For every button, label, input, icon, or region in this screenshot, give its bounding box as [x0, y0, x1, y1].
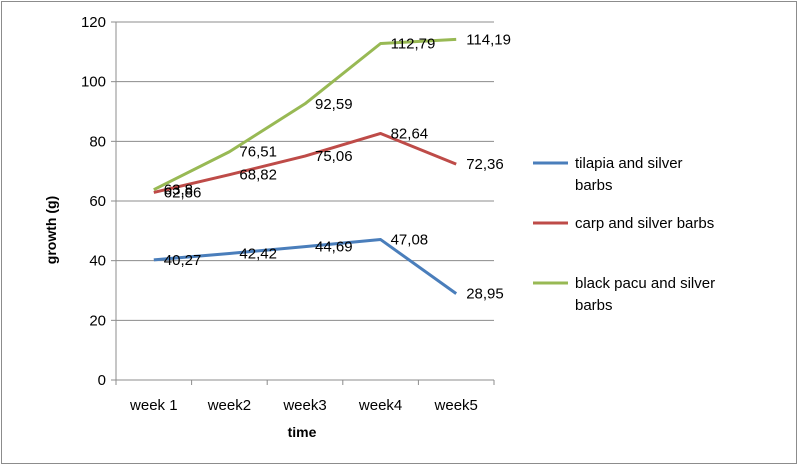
y-tick-label: 40: [89, 253, 106, 270]
data-label: 114,19: [466, 31, 511, 48]
series-lines: [153, 37, 458, 295]
x-tick-label: week3: [282, 397, 326, 414]
legend-item: black pacu and silver barbs: [533, 275, 715, 314]
y-tick-label: 120: [81, 14, 106, 31]
axes: [111, 21, 495, 385]
gridlines: [116, 21, 494, 321]
series-line-1: [153, 238, 458, 295]
legend-label: tilapia and silver barbs: [575, 155, 683, 194]
legend-item: carp and silver barbs: [533, 215, 714, 232]
data-label: 62,86: [164, 184, 202, 201]
y-tick-label: 100: [81, 74, 106, 91]
data-label: 42,42: [239, 245, 277, 262]
data-label: 44,69: [315, 239, 353, 256]
data-label: 75,06: [315, 148, 353, 165]
x-tick-label: week 1: [129, 397, 178, 414]
y-tick-label: 60: [89, 193, 106, 210]
data-label: 63,8: [164, 182, 193, 199]
x-tick-labels: week 1 week2 week3 week4 week5: [129, 397, 478, 414]
y-tick-label: 20: [89, 312, 106, 329]
data-label: 82,64: [391, 125, 429, 142]
series-line-3: [153, 37, 457, 192]
series-line-2: [153, 131, 457, 194]
data-labels: 40,27 42,42 44,69 47,08 28,95 62,86 68,82 75,06…: [164, 31, 511, 302]
legend: tilapia and silver barbs carp and silver b…: [533, 155, 715, 314]
legend-label: black pacu and silver barbs: [575, 275, 715, 314]
data-label: 72,36: [466, 156, 504, 173]
y-tick-labels: 0 20 40 60 80 100 120: [81, 14, 106, 389]
data-label: 40,27: [164, 252, 202, 269]
legend-label: carp and silver barbs: [575, 215, 714, 232]
legend-item: tilapia and silver barbs: [533, 155, 683, 194]
data-label: 47,08: [391, 232, 429, 249]
x-tick-label: week2: [207, 397, 251, 414]
data-label: 28,95: [466, 286, 504, 303]
data-label: 112,79: [391, 36, 436, 53]
x-tick-label: week4: [358, 397, 402, 414]
x-axis-title: time: [288, 424, 317, 440]
data-label: 92,59: [315, 96, 353, 113]
y-axis-title: growth (g): [43, 196, 59, 264]
data-label: 68,82: [239, 167, 277, 184]
x-tick-label: week5: [434, 397, 478, 414]
y-tick-label: 0: [98, 372, 106, 389]
data-label: 76,51: [239, 144, 277, 161]
y-tick-label: 80: [89, 133, 106, 150]
